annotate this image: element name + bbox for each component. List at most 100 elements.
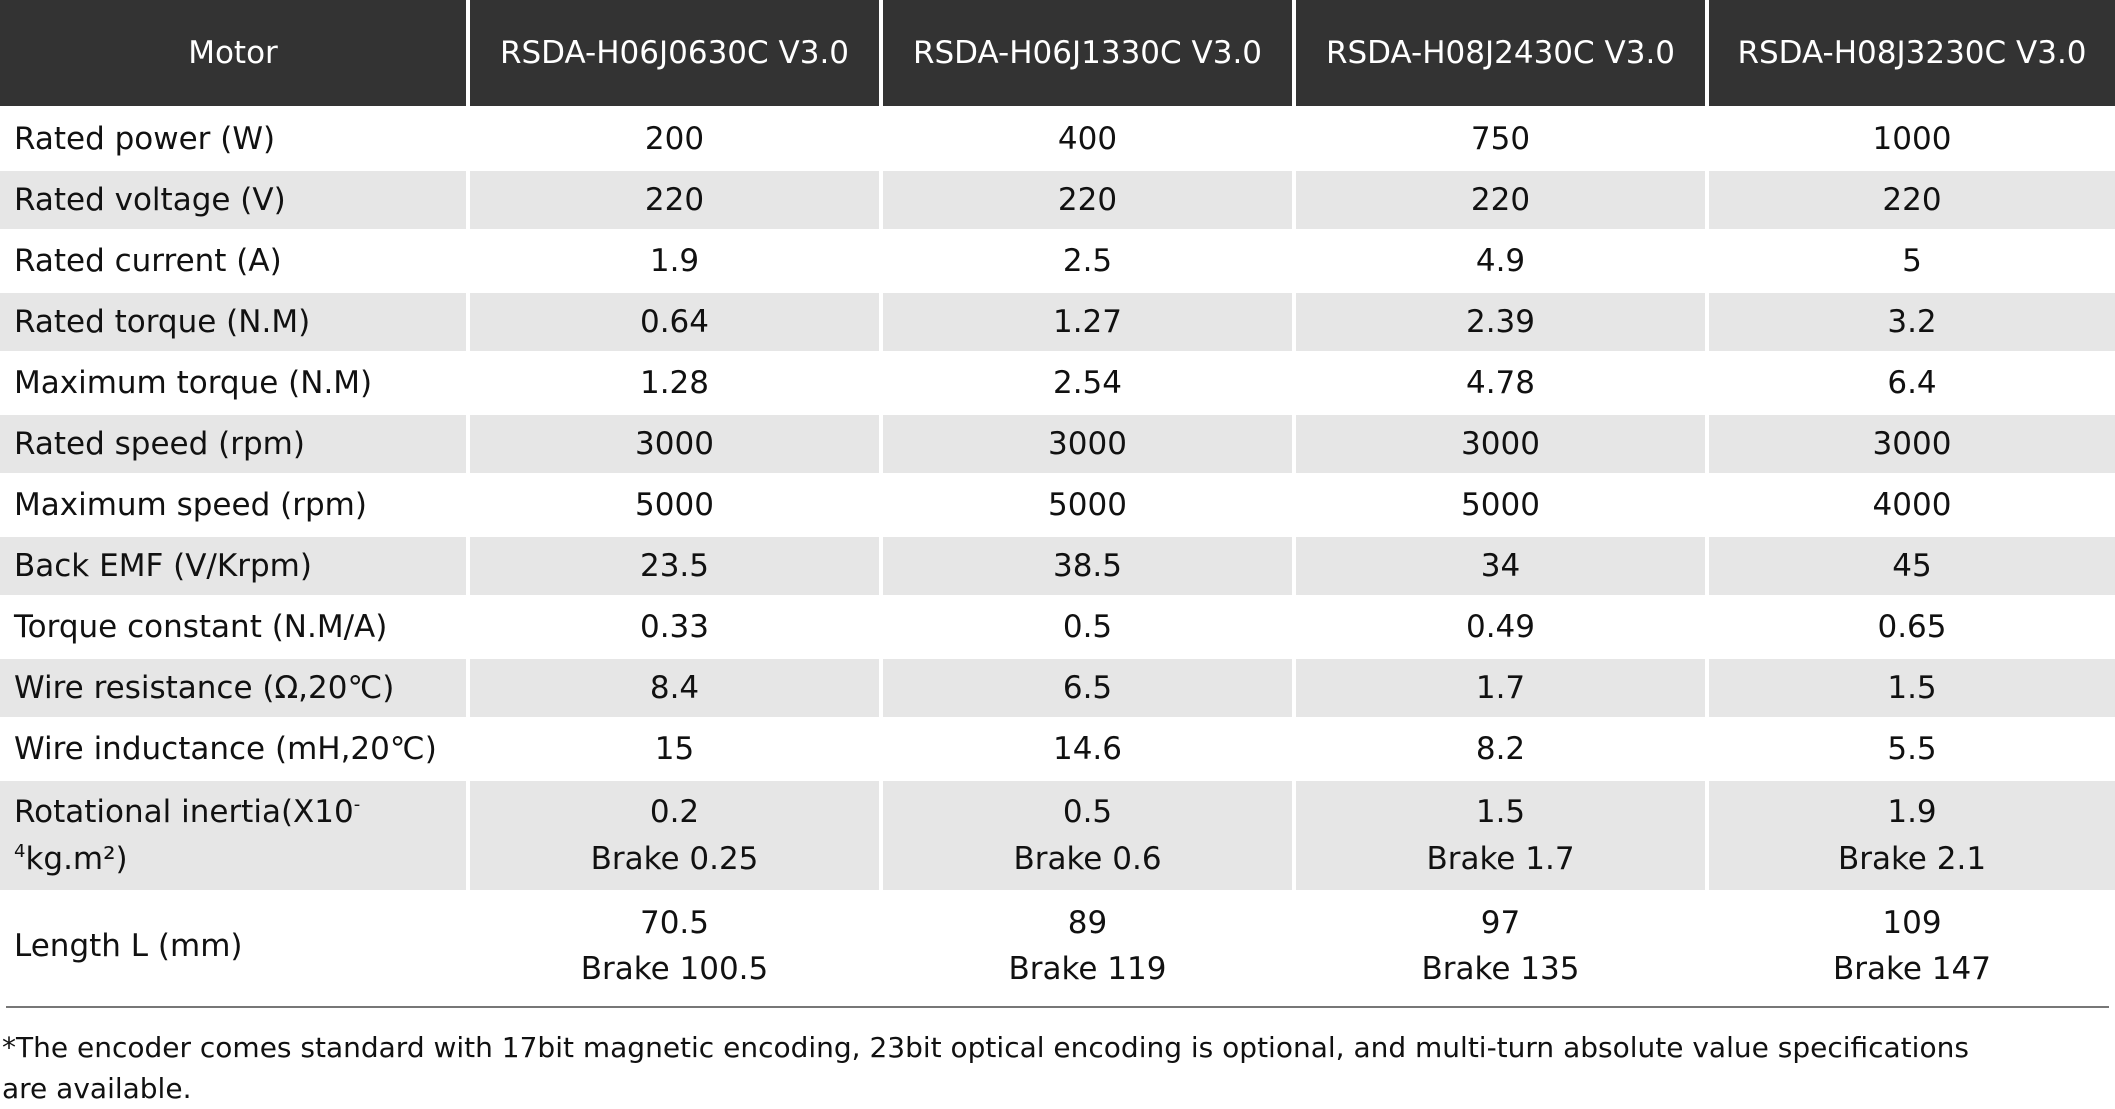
value-text: 0.5 (1062, 794, 1113, 830)
value-cell: 2.39 (1296, 293, 1705, 351)
value-cell: 1.9 (470, 232, 879, 290)
label-part: Wire resistance (Ω,20℃) (14, 669, 395, 706)
value-cell: 5000 (1296, 476, 1705, 534)
value-text: 14.6 (1052, 730, 1123, 767)
row-label: Maximum torque (N.M) (0, 354, 466, 412)
label-text: Length L (mm) (14, 923, 243, 970)
label-text: Rated speed (rpm) (14, 421, 305, 468)
value-text: 0.64 (639, 303, 710, 340)
value-cell: 5 (1709, 232, 2115, 290)
value-cell: 1.7 (1296, 659, 1705, 717)
label-text: Wire resistance (Ω,20℃) (14, 665, 394, 712)
value-text: 400 (1057, 120, 1118, 157)
value-cell: 200 (470, 110, 879, 168)
label-text: Rated power (W) (14, 116, 275, 163)
row-label: Wire inductance (mH,20℃) (0, 720, 466, 778)
value-cell: 0.49 (1296, 598, 1705, 656)
value-text: 2.5 (1062, 242, 1113, 279)
value-cell: 1.28 (470, 354, 879, 412)
value-cell: 0.5 (883, 598, 1292, 656)
value-cell: 5000 (883, 476, 1292, 534)
header-cell: RSDA-H08J2430C V3.0 (1296, 0, 1705, 106)
value-cell: 23.5 (470, 537, 879, 595)
value-text: 1.9 (649, 242, 700, 279)
header-cell: RSDA-H06J1330C V3.0 (883, 0, 1292, 106)
value-cell: 1.27 (883, 293, 1292, 351)
value-cell: 1000 (1709, 110, 2115, 168)
value-text: 70.5 (639, 904, 710, 941)
row-label: Rated speed (rpm) (0, 415, 466, 473)
value-cell: 0.5 Brake 0.6 (883, 781, 1292, 890)
value-text: 8.2 (1475, 730, 1526, 767)
label-part: Torque constant (N.M/A) (14, 608, 388, 645)
value-text: 0.49 (1465, 608, 1536, 645)
value-cell: 34 (1296, 537, 1705, 595)
value-text: 4.9 (1475, 242, 1526, 279)
value-cell: 0.33 (470, 598, 879, 656)
label-text: Rated current (A) (14, 238, 282, 285)
value-text: Brake 100.5 (580, 951, 769, 987)
value-text: 8.4 (649, 669, 700, 706)
value-text: 3000 (1872, 425, 1952, 462)
label-part: Rated current (A) (14, 242, 282, 279)
label-part: Rated power (W) (14, 120, 276, 157)
value-text: 220 (1882, 181, 1942, 218)
value-text: 45 (1892, 547, 1932, 584)
value-cell: 750 (1296, 110, 1705, 168)
value-text: 220 (644, 181, 705, 218)
value-cell: 4.9 (1296, 232, 1705, 290)
value-text: 1.7 (1475, 669, 1526, 706)
value-text: 5000 (635, 486, 714, 523)
value-cell: 0.2 Brake 0.25 (470, 781, 879, 890)
label-part: Wire inductance (mH,20℃) (14, 730, 437, 767)
value-cell: 220 (470, 171, 879, 229)
value-cell: 97 Brake 135 (1296, 893, 1705, 999)
divider (6, 1006, 2109, 1008)
row-label: Rated power (W) (0, 110, 466, 168)
value-cell: 89 Brake 119 (883, 893, 1292, 999)
label-text: Rated torque (N.M) (14, 299, 310, 346)
label-part: Rated speed (rpm) (14, 425, 305, 462)
value-text: Brake 135 (1421, 951, 1580, 987)
row-label: Rated current (A) (0, 232, 466, 290)
value-text: 3.2 (1887, 303, 1937, 340)
value-text: Brake 0.6 (1013, 840, 1162, 877)
value-cell: 15 (470, 720, 879, 778)
value-text: Brake 0.25 (590, 840, 759, 877)
label-text: Maximum torque (N.M) (14, 360, 372, 407)
value-text: 6.5 (1062, 669, 1113, 706)
row-label: Length L (mm) (0, 893, 466, 999)
value-cell: 3000 (1296, 415, 1705, 473)
value-cell: 220 (1296, 171, 1705, 229)
label-part: Back EMF (V/Krpm) (14, 547, 312, 584)
value-cell: 8.2 (1296, 720, 1705, 778)
value-text: 5000 (1048, 486, 1127, 523)
label-text: Back EMF (V/Krpm) (14, 543, 312, 590)
value-cell: 1.5 (1709, 659, 2115, 717)
value-cell: 38.5 (883, 537, 1292, 595)
value-cell: 2.54 (883, 354, 1292, 412)
value-text: 4.78 (1465, 364, 1536, 401)
row-label: Rated torque (N.M) (0, 293, 466, 351)
value-cell: 2.5 (883, 232, 1292, 290)
value-text: 750 (1470, 120, 1531, 157)
value-cell: 0.64 (470, 293, 879, 351)
value-text: 38.5 (1052, 547, 1123, 584)
value-cell: 109 Brake 147 (1709, 893, 2115, 999)
value-text: 0.5 (1062, 608, 1113, 645)
value-text: 3000 (635, 425, 714, 462)
label-part: -4 (14, 794, 361, 862)
label-part: Rated voltage (V) (14, 181, 286, 218)
value-text: 15 (654, 730, 695, 767)
value-text: 23.5 (639, 547, 710, 584)
value-cell: 220 (883, 171, 1292, 229)
label-part: Maximum torque (N.M) (14, 364, 373, 401)
value-text: 0.65 (1877, 608, 1947, 645)
value-cell: 4.78 (1296, 354, 1705, 412)
footnote: *The encoder comes standard with 17bit m… (2, 1031, 1969, 1105)
row-label: Rotational inertia(X10-4kg.m²) (0, 781, 466, 890)
value-text: 5 (1902, 242, 1922, 279)
value-cell: 1.9 Brake 2.1 (1709, 781, 2115, 890)
row-label: Maximum speed (rpm) (0, 476, 466, 534)
